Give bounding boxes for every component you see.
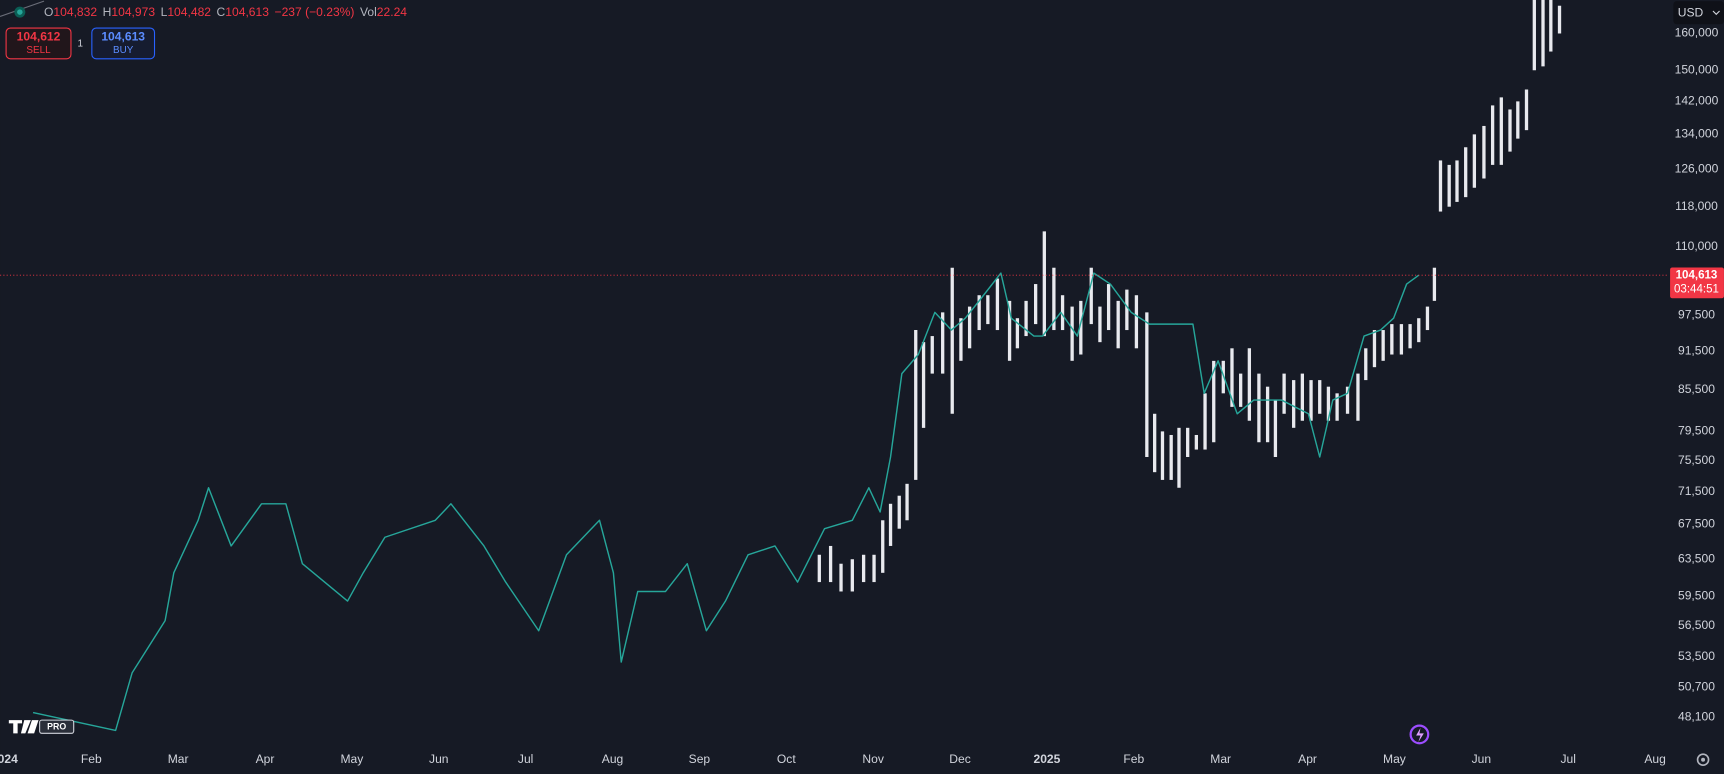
x-tick-label: Mar — [1210, 752, 1231, 766]
y-tick-label: 142,000 — [1675, 94, 1719, 108]
change-value: −237 (−0.23%) — [275, 5, 355, 19]
settings-icon[interactable] — [1696, 753, 1710, 767]
buy-button[interactable]: 104,613 BUY — [91, 27, 156, 60]
open-value: 104,832 — [53, 5, 97, 19]
y-tick-label: 91,500 — [1678, 344, 1715, 358]
high-label: H — [103, 5, 112, 19]
currency-label[interactable]: USD — [1678, 5, 1704, 19]
chevron[interactable] — [1712, 10, 1720, 16]
x-tick-label: 2024 — [0, 752, 18, 766]
y-tick-label: 126,000 — [1675, 162, 1719, 176]
x-tick-label: Oct — [777, 752, 796, 766]
y-tick-label: 150,000 — [1675, 62, 1719, 76]
quantity[interactable]: 1 — [78, 39, 84, 50]
x-tick-label: Apr — [1298, 752, 1317, 766]
logo-badge — [39, 719, 75, 734]
x-tick-label: May — [1383, 752, 1407, 766]
settings-hub[interactable] — [1701, 757, 1706, 762]
x-tick-label: Dec — [949, 752, 970, 766]
y-tick-label: 134,000 — [1675, 127, 1719, 141]
x-tick-label: 2025 — [1033, 752, 1060, 766]
x-tick-label: May — [340, 752, 364, 766]
x-tick-label: Sep — [689, 752, 711, 766]
y-tick-label: 71,500 — [1678, 484, 1715, 498]
y-tick-label: 48,100 — [1678, 709, 1715, 723]
buy-label[interactable]: BUY — [113, 45, 134, 56]
close-value: 104,613 — [225, 5, 269, 19]
countdown-label: 03:44:51 — [1674, 284, 1719, 296]
last-price-label: 104,613 — [1676, 269, 1718, 281]
y-tick-label: 160,000 — [1675, 26, 1719, 40]
price-line — [32, 272, 1420, 732]
axes: 160,000 150,000 142,000 134,000 126,000 118,0… — [0, 26, 1724, 766]
replay-bolt[interactable] — [1416, 727, 1424, 743]
sell-button-frame[interactable] — [5, 27, 72, 60]
x-tick-label: Aug — [602, 752, 624, 766]
y-tick-label: 97,500 — [1678, 307, 1715, 321]
sell-button[interactable]: 104,612 SELL — [5, 27, 72, 60]
logo-mark — [8, 720, 39, 734]
sell-price[interactable]: 104,612 — [17, 30, 61, 44]
buy-price[interactable]: 104,613 — [101, 30, 145, 44]
volume-label: Vol — [360, 5, 377, 19]
ohlc-legend: O104,832 H104,973 L104,482 C104,613 −237… — [44, 5, 407, 19]
y-tick-label: 118,000 — [1675, 199, 1718, 213]
y-tick-label: 56,500 — [1678, 618, 1715, 632]
plot-area — [0, 0, 1669, 732]
low-label: L — [161, 5, 168, 19]
low-value: 104,482 — [167, 5, 211, 19]
replay-icon[interactable] — [1409, 724, 1430, 745]
y-tick-label: 75,500 — [1678, 453, 1715, 467]
status-dot-core — [17, 9, 23, 15]
currency-box[interactable] — [1673, 1, 1724, 25]
x-tick-label: Jul — [1560, 752, 1575, 766]
y-tick-label: 59,500 — [1678, 588, 1715, 602]
logo-badge-text: PRO — [47, 722, 66, 732]
x-tick-label: Jul — [518, 752, 533, 766]
x-tick-label: Nov — [862, 752, 883, 766]
logo: PRO — [8, 719, 75, 734]
y-tick-label: 79,500 — [1678, 424, 1715, 438]
x-tick-label: Feb — [1123, 752, 1144, 766]
close-label: C — [217, 5, 226, 19]
x-tick-label: Jun — [429, 752, 448, 766]
high-value: 104,973 — [111, 5, 155, 19]
settings-ring[interactable] — [1696, 753, 1710, 767]
y-tick-label: 63,500 — [1678, 551, 1715, 565]
sell-label[interactable]: SELL — [26, 45, 51, 56]
y-tick-label: 53,500 — [1678, 649, 1715, 663]
replay-ring[interactable] — [1409, 724, 1430, 745]
buy-button-frame[interactable] — [91, 27, 156, 60]
x-tick-label: Aug — [1644, 752, 1666, 766]
x-tick-label: Feb — [81, 752, 102, 766]
y-tick-label: 50,700 — [1678, 679, 1715, 693]
x-tick-label: Mar — [168, 752, 189, 766]
x-tick-label: Apr — [256, 752, 275, 766]
y-tick-label: 67,500 — [1678, 517, 1715, 531]
open-label: O — [44, 5, 53, 19]
volume-value: 22.24 — [377, 5, 408, 19]
x-tick-label: Jun — [1472, 752, 1491, 766]
currency-selector[interactable]: USD — [1673, 1, 1724, 25]
y-tick-label: 85,500 — [1678, 382, 1715, 396]
last-price-tag — [1670, 267, 1724, 299]
y-tick-label: 110,000 — [1675, 239, 1718, 253]
